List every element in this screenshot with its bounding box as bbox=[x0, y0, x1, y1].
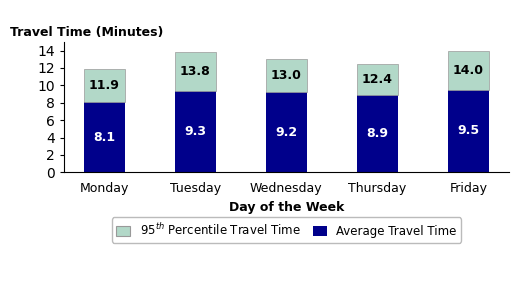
Text: 9.2: 9.2 bbox=[275, 126, 298, 139]
Text: 11.9: 11.9 bbox=[89, 79, 120, 92]
Bar bbox=[357, 95, 398, 172]
Text: 8.9: 8.9 bbox=[366, 127, 388, 140]
Bar bbox=[84, 102, 125, 172]
Text: 14.0: 14.0 bbox=[453, 64, 484, 77]
Text: 9.3: 9.3 bbox=[184, 125, 206, 138]
Bar bbox=[448, 50, 489, 90]
Text: 13.8: 13.8 bbox=[180, 65, 211, 78]
Legend: 95$^{th}$ Percentile Travel Time, Average Travel Time: 95$^{th}$ Percentile Travel Time, Averag… bbox=[112, 217, 461, 243]
Text: Travel Time (Minutes): Travel Time (Minutes) bbox=[10, 26, 163, 39]
Text: 9.5: 9.5 bbox=[457, 125, 479, 137]
Bar bbox=[84, 69, 125, 102]
Bar bbox=[357, 64, 398, 95]
Bar bbox=[175, 92, 216, 172]
Text: 12.4: 12.4 bbox=[362, 73, 393, 86]
X-axis label: Day of the Week: Day of the Week bbox=[228, 201, 344, 214]
Bar bbox=[448, 90, 489, 172]
Bar bbox=[266, 59, 307, 92]
Bar bbox=[266, 92, 307, 172]
Text: 13.0: 13.0 bbox=[271, 69, 302, 82]
Bar bbox=[175, 52, 216, 92]
Text: 8.1: 8.1 bbox=[93, 131, 115, 143]
